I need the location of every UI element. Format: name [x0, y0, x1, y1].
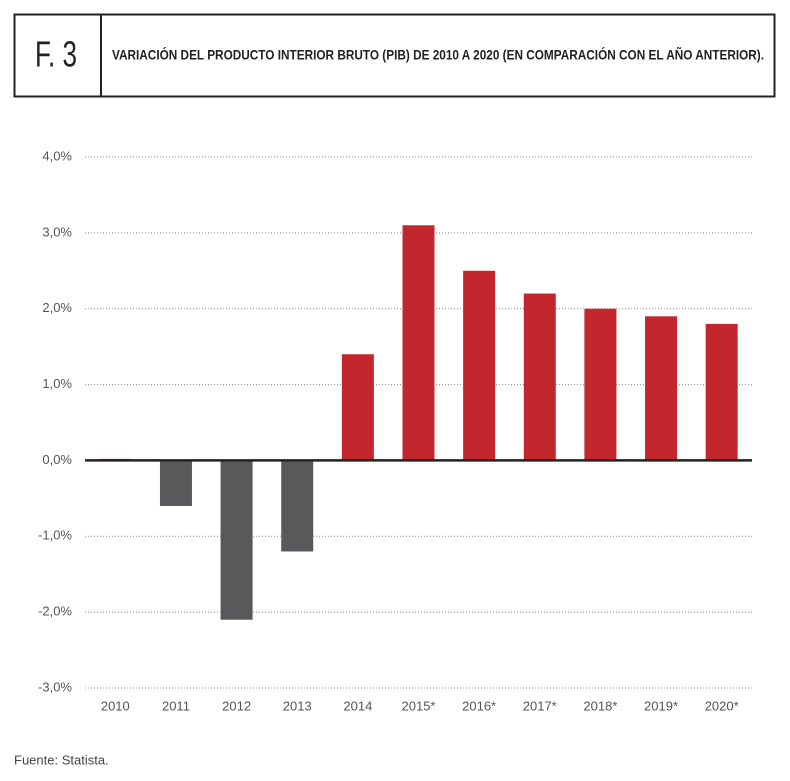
y-tick-label: 4,0%: [42, 148, 72, 163]
y-tick-label: -2,0%: [38, 604, 72, 619]
bar: [584, 308, 617, 461]
bar: [159, 460, 192, 506]
x-tick-label: 2010: [101, 698, 130, 713]
bar: [281, 460, 314, 552]
source: Fuente: Statista.: [14, 752, 109, 767]
y-tick-label: 1,0%: [42, 376, 72, 391]
x-tick-label: 2012: [222, 698, 251, 713]
x-tick-label: 2011: [162, 698, 190, 713]
x-tick-label: 2015*: [402, 698, 436, 713]
x-tick-label: 2017*: [523, 698, 557, 713]
x-tick-label: 2019*: [644, 698, 678, 713]
header-box: [13, 13, 776, 98]
bar: [341, 354, 374, 461]
y-tick-label: 3,0%: [42, 224, 72, 239]
y-tick-label: -1,0%: [38, 528, 72, 543]
x-tick-label: 2014: [343, 698, 372, 713]
bar: [705, 323, 738, 461]
x-tick-label: 2020*: [705, 698, 739, 713]
y-tick-label: 0,0%: [42, 452, 72, 467]
chart-title: VARIACIÓN DEL PRODUCTO INTERIOR BRUTO (P…: [112, 46, 764, 63]
bar: [402, 225, 435, 461]
x-tick-label: 2016*: [462, 698, 496, 713]
figure-label: F. 3: [35, 34, 77, 75]
bar: [220, 460, 253, 620]
bar: [463, 270, 496, 461]
x-tick-label: 2018*: [583, 698, 617, 713]
y-tick-label: 2,0%: [42, 300, 72, 315]
x-tick-label: 2013: [283, 698, 312, 713]
y-tick-label: -3,0%: [38, 679, 72, 694]
bar: [523, 293, 556, 461]
bar: [645, 316, 678, 461]
